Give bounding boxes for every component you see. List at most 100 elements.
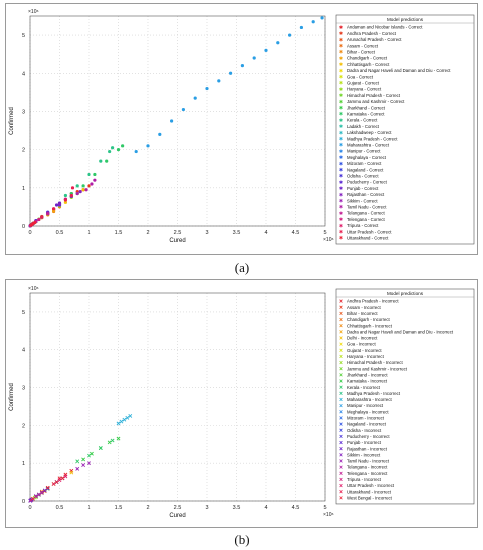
legend-marker bbox=[339, 360, 343, 365]
chart-a: 0 0.5 1 1.5 2 2.5 3 3.5 4 4.5 5012345×10⁶×10⁶Cured… bbox=[9, 9, 475, 245]
legend-marker: ✱ bbox=[339, 236, 344, 242]
legend-marker bbox=[339, 490, 343, 494]
legend-entry: Jammu and Kashmir - Incorrect bbox=[347, 366, 408, 371]
y-tick-label: 3 bbox=[22, 386, 25, 392]
data-point bbox=[107, 440, 112, 445]
data-point bbox=[320, 16, 324, 20]
legend-marker: ✱ bbox=[339, 143, 344, 149]
legend-marker bbox=[339, 422, 343, 426]
legend-marker: ✱ bbox=[339, 155, 344, 161]
data-point bbox=[158, 132, 162, 136]
data-point bbox=[63, 200, 67, 204]
legend-entry: Uttar Pradesh - Correct bbox=[347, 229, 392, 234]
legend-marker bbox=[339, 354, 343, 359]
x-tick-label: 2.5 bbox=[174, 230, 182, 236]
x-tick-label: 3 bbox=[205, 505, 208, 511]
data-point bbox=[78, 190, 82, 194]
data-point bbox=[75, 466, 80, 471]
x-tick-label: 4 bbox=[264, 505, 267, 511]
y-tick-label: 0 bbox=[22, 499, 25, 505]
x-tick-label: 4.5 bbox=[292, 230, 300, 236]
legend-entry: Haryana - Correct bbox=[347, 87, 382, 92]
y-tick-label: 0 bbox=[22, 224, 25, 230]
data-point bbox=[125, 415, 130, 420]
data-point bbox=[116, 436, 121, 441]
legend-entry: Bihar - Correct bbox=[347, 50, 376, 55]
legend-entry: Tripura - Incorrect bbox=[347, 477, 382, 482]
legend-entry: Telengana - Correct bbox=[347, 217, 386, 222]
legend-marker: ✱ bbox=[339, 93, 344, 99]
x-exponent-label: ×10⁶ bbox=[323, 237, 334, 243]
legend-marker: ✱ bbox=[339, 68, 344, 74]
data-point bbox=[33, 494, 38, 499]
x-tick-label: 1.5 bbox=[115, 230, 123, 236]
legend-marker bbox=[339, 317, 343, 322]
legend-marker bbox=[339, 416, 343, 420]
legend-marker bbox=[339, 311, 343, 316]
legend-entry: Jammu and Kashmir - Correct bbox=[347, 99, 405, 104]
legend-marker bbox=[339, 323, 343, 328]
legend-entry: Delhi - Incorrect bbox=[347, 336, 378, 341]
data-point bbox=[116, 148, 121, 152]
legend-marker bbox=[339, 299, 343, 303]
x-exponent-label: ×10⁶ bbox=[323, 512, 334, 518]
y-axis-title: Confirmed bbox=[9, 383, 15, 411]
data-point bbox=[54, 480, 59, 485]
legend-marker bbox=[339, 465, 343, 469]
legend-marker bbox=[339, 330, 343, 334]
legend-marker bbox=[339, 397, 343, 402]
legend-marker: ✱ bbox=[339, 112, 344, 118]
legend-entry: Meghalaya - Correct bbox=[347, 155, 387, 160]
legend-entry: Madhya Pradesh - Correct bbox=[347, 136, 398, 141]
legend-marker: ✱ bbox=[339, 44, 344, 50]
legend-marker: ✱ bbox=[339, 106, 344, 112]
legend-marker: ✱ bbox=[339, 130, 344, 136]
legend-entry: Telangana - Incorrect bbox=[347, 465, 388, 470]
caption-b: (b) bbox=[234, 532, 250, 547]
data-point bbox=[57, 202, 62, 206]
data-point bbox=[116, 421, 121, 426]
data-point bbox=[75, 184, 79, 188]
legend-box bbox=[335, 14, 475, 245]
legend-marker: ✱ bbox=[339, 161, 344, 167]
legend-entry: Odisha - Correct bbox=[347, 174, 379, 179]
legend-marker: ✱ bbox=[339, 223, 344, 229]
data-point bbox=[31, 496, 35, 501]
legend-marker: ✱ bbox=[339, 205, 344, 211]
data-point bbox=[45, 485, 50, 490]
legend-entry: Telengana - Incorrect bbox=[347, 471, 388, 476]
data-point bbox=[84, 188, 88, 192]
legend-entry: Jharkhand - Incorrect bbox=[347, 372, 388, 377]
legend-entry: Haryana - Incorrect bbox=[347, 354, 385, 359]
data-point bbox=[63, 474, 68, 479]
legend-marker bbox=[339, 410, 343, 414]
y-tick-label: 3 bbox=[22, 109, 25, 115]
legend-entry: Chhattisgarh - Incorrect bbox=[347, 323, 393, 328]
legend-marker: ✱ bbox=[339, 199, 344, 205]
legend-marker: ✱ bbox=[339, 75, 344, 81]
x-tick-label: 4 bbox=[264, 230, 267, 236]
x-tick-label: 3.5 bbox=[233, 505, 241, 511]
data-point bbox=[276, 41, 280, 45]
legend-marker bbox=[339, 459, 343, 463]
x-tick-label: 2.5 bbox=[174, 505, 182, 511]
legend-marker: ✱ bbox=[339, 87, 344, 93]
legend-entry: Rajasthan - Incorrect bbox=[347, 446, 388, 451]
legend-entry: Punjab - Incorrect bbox=[347, 440, 382, 445]
legend-entry: Kerala - Correct bbox=[347, 118, 378, 123]
legend-marker: ✱ bbox=[339, 186, 344, 192]
legend-marker bbox=[339, 367, 343, 371]
legend-entry: Goa - Correct bbox=[347, 74, 374, 79]
data-point bbox=[33, 220, 37, 225]
legend-entry: Chhattisgarh - Correct bbox=[347, 62, 390, 67]
data-point bbox=[52, 207, 56, 211]
x-tick-label: 3 bbox=[205, 230, 208, 236]
legend-marker: ✱ bbox=[339, 230, 344, 236]
legend-marker: ✱ bbox=[339, 118, 344, 124]
data-point bbox=[121, 144, 125, 148]
data-point bbox=[90, 182, 94, 186]
legend-entry: Dadra and Nagar Haveli and Daman and Diu… bbox=[347, 68, 451, 73]
legend-marker bbox=[339, 336, 343, 340]
legend-entry: Mizoram - Correct bbox=[347, 161, 382, 166]
